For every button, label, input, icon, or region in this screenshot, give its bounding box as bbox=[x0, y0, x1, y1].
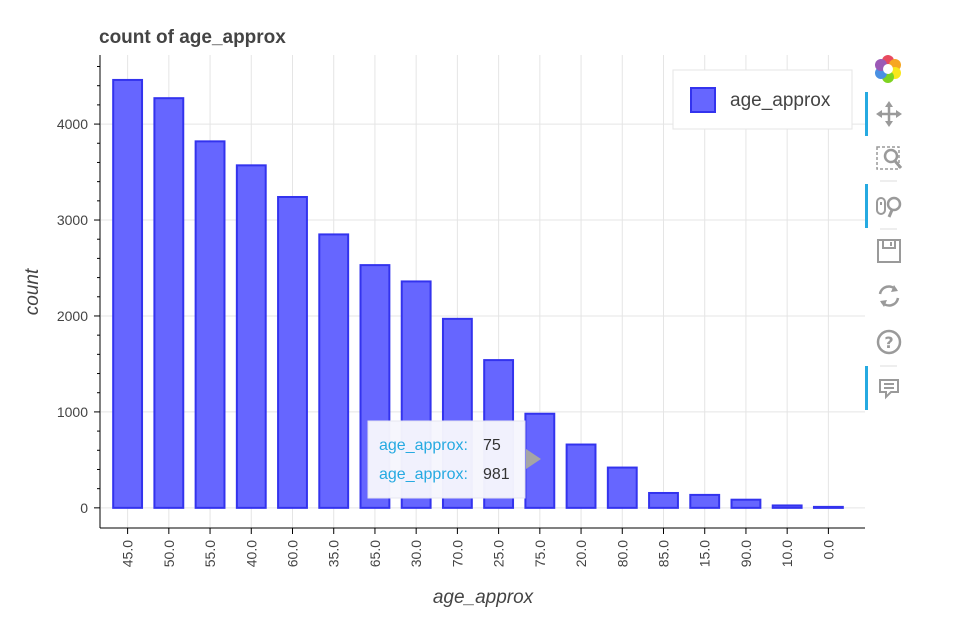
tooltip-box bbox=[367, 420, 526, 499]
pan-icon[interactable] bbox=[876, 101, 902, 127]
hover-icon[interactable] bbox=[879, 379, 899, 400]
bar[interactable] bbox=[565, 443, 597, 509]
pan-active-indicator bbox=[865, 92, 868, 136]
x-tick-label: 75.0 bbox=[532, 540, 548, 567]
x-tick-label: 60.0 bbox=[285, 540, 301, 567]
x-tick-label: 0.0 bbox=[820, 540, 836, 560]
y-tick-label: 2000 bbox=[57, 308, 88, 324]
bar[interactable] bbox=[812, 505, 844, 509]
bar[interactable] bbox=[194, 140, 226, 509]
tooltip-value-2: 981 bbox=[483, 466, 510, 483]
hover-tooltip: age_approx: 75 age_approx: 981 bbox=[367, 420, 541, 499]
bar[interactable] bbox=[235, 164, 267, 509]
y-axis-label: count bbox=[22, 268, 43, 315]
chart-title: count of age_approx bbox=[99, 27, 286, 48]
x-tick-label: 85.0 bbox=[656, 540, 672, 567]
y-tick-label: 1000 bbox=[57, 404, 88, 420]
x-tick-label: 80.0 bbox=[614, 540, 630, 567]
tooltip-value-1: 75 bbox=[483, 437, 501, 454]
x-tick-label: 10.0 bbox=[779, 540, 795, 567]
y-tick-label: 3000 bbox=[57, 212, 88, 228]
box-zoom-icon[interactable] bbox=[876, 146, 903, 170]
y-tick-label: 0 bbox=[80, 500, 88, 516]
tooltip-pointer bbox=[526, 449, 541, 469]
x-tick-label: 90.0 bbox=[738, 540, 754, 567]
bar[interactable] bbox=[648, 491, 679, 509]
x-tick-label: 15.0 bbox=[697, 540, 713, 567]
x-tick-label: 25.0 bbox=[491, 540, 507, 567]
bar[interactable] bbox=[606, 466, 638, 509]
tooltip-key-1: age_approx: bbox=[379, 437, 468, 454]
x-tick-label: 35.0 bbox=[326, 540, 342, 567]
x-tick-label: 20.0 bbox=[573, 540, 589, 567]
x-tick-label: 55.0 bbox=[202, 540, 218, 567]
bar[interactable] bbox=[153, 97, 185, 509]
tooltip-key-2: age_approx: bbox=[379, 466, 468, 483]
x-axis-label: age_approx bbox=[433, 587, 535, 608]
x-tick-label: 30.0 bbox=[408, 540, 424, 567]
x-tick-label: 40.0 bbox=[243, 540, 259, 567]
legend-swatch bbox=[690, 87, 716, 113]
x-tick-label: 65.0 bbox=[367, 540, 383, 567]
legend: age_approx bbox=[672, 69, 853, 130]
bars bbox=[112, 78, 844, 509]
hover-active-indicator bbox=[865, 366, 868, 410]
bar[interactable] bbox=[318, 233, 350, 509]
x-tick-label: 45.0 bbox=[120, 540, 136, 567]
axes bbox=[99, 55, 865, 529]
bar[interactable] bbox=[277, 195, 308, 509]
y-tick-label: 4000 bbox=[57, 116, 88, 132]
svg-text:?: ? bbox=[884, 333, 893, 352]
help-icon[interactable]: ? bbox=[876, 329, 902, 355]
bar[interactable] bbox=[112, 78, 144, 509]
bokeh-logo-icon[interactable] bbox=[875, 55, 901, 83]
legend-label: age_approx bbox=[730, 90, 831, 111]
y-ticks: 0 1000 2000 3000 4000 bbox=[57, 66, 100, 516]
x-tick-label: 50.0 bbox=[161, 540, 177, 567]
bar[interactable] bbox=[730, 498, 762, 509]
bar[interactable] bbox=[771, 504, 803, 509]
wheel-zoom-icon[interactable] bbox=[876, 196, 902, 218]
save-icon[interactable] bbox=[877, 239, 901, 263]
toolbar: ? bbox=[865, 55, 903, 410]
wheel-zoom-active-indicator bbox=[865, 184, 868, 228]
x-ticks: 45.0 50.0 55.0 40.0 60.0 35.0 65.0 30.0 70.0 25.0… bbox=[120, 528, 836, 567]
x-tick-label: 70.0 bbox=[449, 540, 465, 567]
reset-icon[interactable] bbox=[878, 285, 900, 307]
bar[interactable] bbox=[689, 493, 721, 509]
